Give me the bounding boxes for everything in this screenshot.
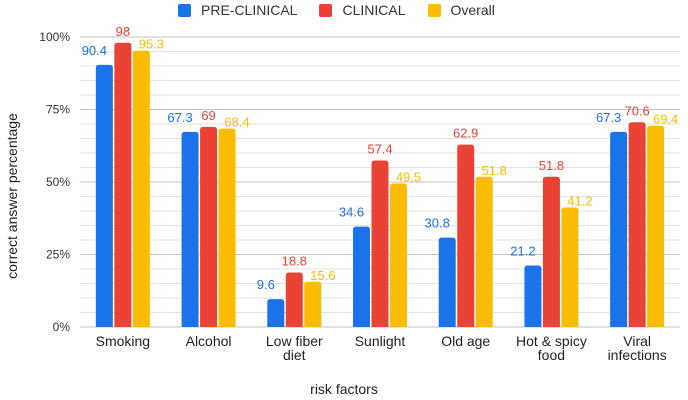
bar <box>353 226 370 327</box>
data-label: 21.2 <box>510 244 535 259</box>
data-label: 51.8 <box>539 158 564 173</box>
y-tick-label: 0% <box>53 320 71 334</box>
legend: PRE-CLINICAL CLINICAL Overall <box>178 2 517 18</box>
bar <box>181 131 199 327</box>
bar <box>610 131 628 327</box>
bar <box>475 176 493 327</box>
legend-label-pre-clinical: PRE-CLINICAL <box>201 2 298 18</box>
data-label: 62.9 <box>453 126 478 141</box>
data-label: 41.2 <box>567 194 592 209</box>
x-tick-label: Alcohol <box>186 333 232 349</box>
y-tick-label: 25% <box>46 248 70 262</box>
bar <box>438 237 456 327</box>
y-tick-label: 50% <box>46 175 70 189</box>
data-label: 18.8 <box>282 253 307 268</box>
y-axis-title: correct answer percentage <box>4 113 20 279</box>
x-tick-label: Old age <box>441 333 490 349</box>
data-label: 69 <box>201 108 215 123</box>
data-label: 34.6 <box>339 205 364 220</box>
data-label: 95.3 <box>139 37 164 52</box>
y-axis-ticks: 0% 25% 50% 75% 100% <box>39 30 70 334</box>
legend-item-pre-clinical: PRE-CLINICAL <box>178 2 297 18</box>
data-label: 69.4 <box>653 112 678 127</box>
bar <box>647 125 665 328</box>
bar <box>267 299 285 327</box>
x-axis-title: risk factors <box>310 381 378 397</box>
bars <box>95 42 665 328</box>
bar <box>628 122 646 327</box>
data-label: 67.3 <box>596 110 621 125</box>
bar <box>542 176 560 327</box>
y-tick-label: 75% <box>46 103 70 117</box>
data-label: 70.6 <box>624 103 649 118</box>
legend-label-clinical: CLINICAL <box>342 2 406 18</box>
bar <box>285 272 303 327</box>
bar <box>114 42 132 328</box>
legend-item-clinical: CLINICAL <box>319 2 406 18</box>
bar <box>524 265 542 327</box>
legend-swatch-clinical <box>319 3 333 17</box>
x-tick-label: diet <box>283 347 306 363</box>
x-tick-label: Hot & spicy <box>516 333 587 349</box>
bar <box>200 126 218 328</box>
bar <box>371 160 389 327</box>
x-tick-label: infections <box>608 347 667 363</box>
data-label: 9.6 <box>257 277 275 292</box>
x-tick-label: Viral <box>623 333 651 349</box>
legend-label-overall: Overall <box>450 2 495 18</box>
data-label: 57.4 <box>367 142 392 157</box>
bar <box>390 183 407 327</box>
bar <box>218 128 236 327</box>
x-tick-label: food <box>538 347 565 363</box>
data-label: 90.4 <box>82 43 107 58</box>
x-tick-label: Low fiber <box>266 333 323 349</box>
x-tick-label: Smoking <box>96 333 150 349</box>
legend-swatch-pre-clinical <box>178 3 191 17</box>
bar <box>95 64 113 327</box>
data-label: 98 <box>116 24 130 39</box>
gridlines <box>80 36 680 328</box>
bar <box>457 144 475 327</box>
data-label: 68.4 <box>224 115 249 130</box>
bar <box>304 281 322 327</box>
data-label: 67.3 <box>167 110 192 125</box>
data-label: 30.8 <box>425 216 450 231</box>
y-tick-label: 100% <box>39 30 70 44</box>
bar <box>561 207 579 327</box>
legend-swatch-overall <box>427 3 441 17</box>
bar <box>132 50 150 327</box>
data-label: 51.8 <box>482 163 507 178</box>
x-tick-label: Sunlight <box>355 333 406 349</box>
legend-item-overall: Overall <box>427 2 495 18</box>
data-label: 15.6 <box>310 268 335 283</box>
data-label: 49.5 <box>396 169 421 184</box>
data-labels: 90.4 98 95.3 67.3 69 68.4 9.6 18.815.6 34.6 57.4 4… <box>82 24 679 292</box>
